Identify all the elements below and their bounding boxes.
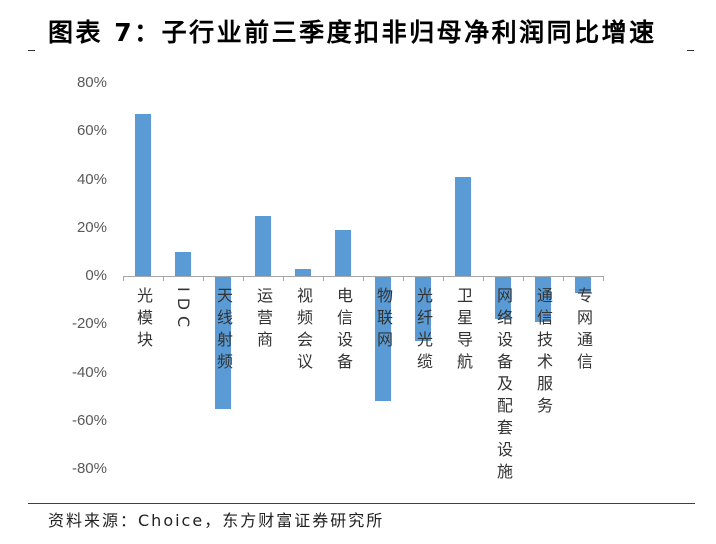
y-tick-label: -20% <box>71 315 107 333</box>
x-axis-label: 电信设备 <box>334 287 353 375</box>
y-tick-label: -80% <box>71 460 107 477</box>
bar <box>175 251 191 276</box>
axis-tick <box>323 276 324 281</box>
axis-tick <box>163 276 164 281</box>
bar <box>535 276 551 322</box>
source-note: 资料来源：Choice，东方财富证券研究所 <box>48 511 385 530</box>
axis-tick <box>363 276 364 281</box>
frame-corner-mark <box>687 50 694 51</box>
bar <box>455 177 471 276</box>
frame-corner-mark <box>28 50 35 51</box>
axis-tick <box>563 276 564 281</box>
x-axis-label: 光纤光缆 <box>414 287 433 375</box>
axis-tick <box>403 276 404 281</box>
y-tick-label: 20% <box>76 218 107 236</box>
x-axis-label: IDC <box>174 287 193 334</box>
axis-tick <box>443 276 444 281</box>
chart-title: 图表 7：子行业前三季度扣非归母净利润同比增速 <box>48 18 657 47</box>
x-axis-label: 网络设备及配套设施 <box>494 287 513 485</box>
x-axis-label: 光模块 <box>134 287 153 353</box>
bar <box>215 276 231 409</box>
y-tick-label: 80% <box>76 74 107 91</box>
x-axis-label: 专网通信 <box>574 287 593 375</box>
bar <box>575 276 591 293</box>
bar-chart: 80% 60% 40% 20% 0% -20% -40% -60% -80% 光模块 IDC 天线射频… <box>71 74 604 485</box>
bar <box>335 230 351 276</box>
x-axis-label: 天线射频 <box>214 287 233 375</box>
y-tick-label: 0% <box>85 267 107 284</box>
y-tick-label: 60% <box>76 122 107 140</box>
axis-tick <box>523 276 524 281</box>
bar <box>135 114 151 276</box>
y-tick-label: 40% <box>76 170 107 188</box>
axis-tick <box>123 276 124 281</box>
y-tick-label: -60% <box>71 411 107 429</box>
x-axis-label: 卫星导航 <box>454 287 473 375</box>
bar <box>255 215 271 276</box>
x-axis-label: 视频会议 <box>294 287 313 375</box>
x-axis-label: 物联网 <box>374 287 393 353</box>
axis-tick <box>603 276 604 281</box>
x-axis-label: 运营商 <box>254 287 273 353</box>
bar <box>295 268 311 276</box>
axis-tick <box>203 276 204 281</box>
bar <box>495 276 511 320</box>
axis-tick <box>483 276 484 281</box>
axis-tick <box>243 276 244 281</box>
axis-tick <box>283 276 284 281</box>
bar <box>375 276 391 402</box>
y-tick-label: -40% <box>71 363 107 381</box>
x-axis-label: 通信技术服务 <box>534 287 553 419</box>
footer-divider <box>28 503 695 504</box>
bar <box>415 276 431 342</box>
